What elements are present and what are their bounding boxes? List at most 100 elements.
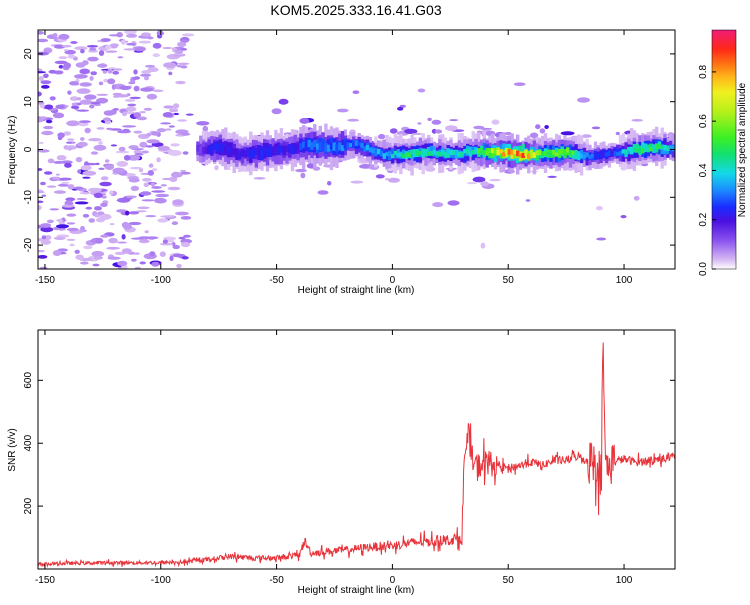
spectrogram-noise-cell [127, 103, 137, 107]
spectrogram-noise-cell [79, 192, 91, 195]
spectrogram-x-tick-label: 100 [616, 275, 633, 286]
spectrogram-ridge-cell [527, 153, 531, 159]
spectrogram-noise-cell [90, 101, 101, 105]
spectrogram-noise-cell [350, 180, 364, 184]
spectrogram-y-tick-label: 20 [23, 48, 34, 60]
spectrogram-noise-cell [105, 50, 118, 53]
colorbar-tick-label: 0.8 [698, 64, 709, 78]
spectrogram-noise-cell [147, 36, 154, 40]
spectrogram-noise-cell [53, 190, 67, 194]
spectrogram-ridge-cell [502, 152, 506, 157]
spectrogram-noise-cell [74, 201, 89, 205]
spectrogram-x-axis: -150 -100 -50 0 50 100 [35, 30, 633, 286]
spectrogram-noise-cell [174, 49, 184, 54]
spectrogram-noise-cell [108, 34, 122, 37]
spectrogram-ridge-cell [388, 151, 392, 157]
spectrogram-ridge-cell [652, 144, 656, 149]
spectrogram-noise-cell [126, 154, 141, 161]
spectrogram-ridge-cell [630, 149, 634, 154]
spectrogram-ridge-cell [360, 143, 364, 148]
spectrogram-ridge-cell [596, 153, 600, 159]
spectrogram-noise-cell [121, 248, 132, 254]
spectrogram-x-axis-label: Height of straight line (km) [298, 285, 415, 296]
spectrogram-noise-cell [295, 168, 307, 173]
spectrogram-noise-cell [133, 85, 140, 92]
spectrogram-ridge-cell [249, 150, 253, 160]
spectrogram-noise-cell [40, 181, 46, 186]
spectrogram-ridge-cell [477, 148, 481, 154]
spectrogram-ridge-cell [402, 154, 406, 159]
spectrogram-noise-cell [93, 256, 103, 260]
spectrogram-noise-cell [41, 130, 54, 136]
spectrogram-noise-cell [64, 162, 72, 168]
spectrogram-noise-cell [368, 164, 380, 170]
spectrogram-noise-cell [183, 234, 191, 238]
spectrogram-noise-cell [175, 80, 186, 85]
snr-x-tick-label: -150 [35, 575, 55, 586]
spectrogram-ridge-cell [449, 149, 453, 156]
spectrogram-noise-cell [98, 50, 105, 56]
spectrogram-ridge-cell [563, 150, 567, 155]
spectrogram-noise-cell [432, 202, 444, 208]
spectrogram-ridge-cell [454, 149, 459, 156]
spectrogram-noise-cell [142, 177, 152, 182]
spectrogram-noise-cell [160, 215, 174, 218]
spectrogram-ridge-cell [532, 152, 537, 158]
spectrogram-ridge-cell [310, 142, 314, 150]
spectrogram-noise-cell [44, 104, 54, 110]
spectrogram-noise-cell [41, 194, 47, 197]
spectrogram-noise-cell [88, 49, 98, 53]
spectrogram-noise-cell [547, 175, 557, 178]
spectrogram-noise-cell [100, 202, 108, 207]
spectrogram-noise-cell [385, 177, 390, 181]
spectrogram-noise-cell [38, 117, 44, 123]
spectrogram-ridge-cell [579, 149, 584, 157]
spectrogram-noise-cell [112, 167, 126, 174]
spectrogram-ridge-cell [549, 153, 553, 158]
spectrogram-noise-cell [57, 132, 65, 139]
spectrogram-noise-cell [82, 213, 90, 218]
spectrogram-x-tick-label: -150 [35, 275, 55, 286]
spectrogram-ridge-cell [632, 147, 637, 152]
spectrogram-noise-cell [133, 252, 140, 255]
spectrogram-noise-cell [130, 166, 142, 170]
spectrogram-noise-cell [112, 68, 123, 71]
spectrogram-noise-cell [162, 47, 173, 49]
spectrogram-noise-cell [472, 176, 486, 183]
spectrogram-ridge-cell [599, 154, 603, 160]
spectrogram-noise-cell [134, 153, 144, 156]
spectrogram-noise-cell [480, 181, 489, 187]
spectrogram-ridge-cell [343, 141, 347, 149]
spectrogram-noise-cell [141, 150, 150, 154]
spectrogram-noise-cell [97, 63, 108, 68]
spectrogram-noise-cell [631, 119, 643, 122]
spectrogram-ridge-cell [207, 145, 211, 154]
spectrogram-noise-cell [411, 132, 423, 135]
spectrogram-noise-cell [38, 141, 44, 145]
spectrogram-noise-cell [88, 187, 102, 193]
spectrogram-ridge-cell [265, 147, 270, 157]
spectrogram-noise-cell [151, 168, 158, 172]
spectrogram-noise-cell [113, 108, 119, 111]
spectrogram-noise-cell [77, 169, 82, 174]
spectrogram-ridge-cell [429, 151, 434, 156]
spectrogram-noise-cell [139, 111, 147, 114]
spectrogram-noise-cell [79, 68, 90, 75]
spectrogram-noise-cell [107, 256, 121, 260]
spectrogram-ridge-cell [329, 142, 334, 150]
spectrogram-noise-cell [352, 90, 360, 94]
spectrogram-noise-cell [181, 33, 195, 37]
spectrogram-noise-cell [96, 127, 105, 130]
spectrogram-y-tick-label: -20 [23, 237, 34, 252]
spectrogram-noise-cell [180, 241, 191, 248]
spectrogram-noise-cell [300, 172, 306, 179]
spectrogram-noise-cell [70, 41, 78, 44]
snr-x-tick-label: -100 [151, 575, 171, 586]
spectrogram-noise-cell [67, 138, 75, 141]
spectrogram-noise-cell [110, 144, 118, 147]
spectrogram-noise-cell [125, 106, 137, 112]
spectrogram-ridge-cell [613, 151, 617, 156]
spectrogram-ridge-cell [460, 152, 464, 157]
spectrogram-ridge-cell [504, 149, 509, 155]
spectrogram-noise-cell [74, 74, 88, 79]
